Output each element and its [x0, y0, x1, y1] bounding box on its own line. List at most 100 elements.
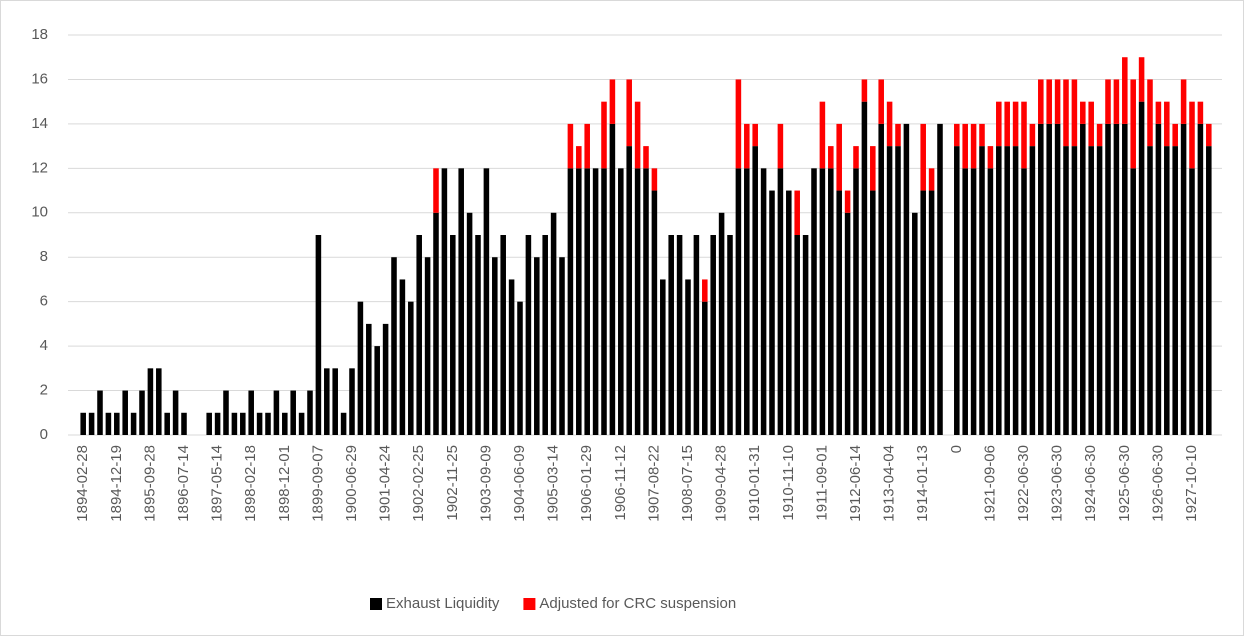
- bar-segment: [424, 257, 431, 435]
- bar-segment: [954, 123, 960, 147]
- y-tick-label: 8: [40, 248, 48, 265]
- x-tick-label: 1898-02-18: [242, 445, 259, 522]
- bar-segment: [206, 412, 212, 435]
- x-tick-label: 1923-06-30: [1049, 445, 1066, 522]
- bar-segment: [1054, 123, 1061, 435]
- bar-segment: [760, 168, 767, 436]
- bar-segment: [702, 279, 708, 302]
- legend-swatch: [523, 598, 536, 610]
- x-tick-label: 0: [948, 445, 965, 453]
- bar-segment: [1105, 79, 1111, 124]
- bar-segment: [475, 235, 481, 435]
- bar-segment: [769, 190, 775, 435]
- bar-segment: [88, 412, 95, 435]
- bar-segment: [626, 79, 632, 147]
- bar-segment: [1180, 123, 1187, 435]
- bar-segment: [979, 123, 985, 147]
- x-tick-label: 1927-10-10: [1183, 445, 1200, 522]
- bar-segment: [576, 168, 582, 436]
- bar-segment: [962, 123, 968, 169]
- x-tick-label: 1911-09-01: [813, 445, 830, 521]
- bar-segment: [811, 168, 817, 436]
- bar-segment: [1012, 146, 1019, 435]
- x-tick-label: 1906-01-29: [578, 445, 595, 522]
- bar-segment: [1004, 146, 1010, 435]
- bar-segment: [634, 168, 641, 436]
- bar-segment: [1096, 123, 1103, 147]
- bar-segment: [987, 146, 994, 169]
- bar-segment: [819, 168, 826, 436]
- bar-segment: [651, 168, 658, 191]
- x-tick-label: 1898-12-01: [276, 445, 293, 522]
- bar-segment: [987, 168, 994, 436]
- bar-segment: [408, 301, 414, 435]
- bar-segment: [1088, 146, 1094, 435]
- bar-segment: [1105, 123, 1111, 435]
- bar-segment: [265, 412, 271, 435]
- bar-segment: [886, 101, 893, 147]
- bar-segment: [1038, 123, 1044, 435]
- x-tick-label: 1924-06-30: [1082, 445, 1099, 522]
- bar-segment: [1155, 101, 1162, 124]
- bar-segment: [777, 168, 784, 436]
- y-tick-label: 18: [31, 26, 48, 43]
- bar-segment: [156, 368, 162, 435]
- bar-segment: [1155, 123, 1162, 435]
- bar-segment: [450, 235, 456, 435]
- bar-segment: [282, 412, 288, 435]
- bar-segment: [130, 412, 137, 435]
- x-tick-label: 1906-11-12: [612, 445, 629, 521]
- bar-segment: [844, 190, 851, 213]
- bar-segment: [1063, 79, 1069, 147]
- bar-segment: [643, 146, 649, 169]
- bar-segment: [836, 123, 842, 191]
- bar-segment: [542, 235, 548, 435]
- bar-segment: [601, 101, 607, 169]
- bar-segment: [1038, 79, 1044, 124]
- bar-segment: [861, 101, 868, 436]
- x-tick-label: 1897-05-14: [209, 445, 226, 522]
- bar-segment: [1071, 79, 1078, 147]
- x-tick-label: 1910-11-10: [780, 445, 797, 521]
- bar-segment: [1071, 146, 1078, 435]
- bar-segment: [1080, 101, 1086, 124]
- bar-segment: [1088, 101, 1094, 147]
- bar-segment: [1206, 123, 1212, 147]
- bar-segment: [870, 190, 876, 435]
- x-tick-label: 1895-09-28: [141, 445, 158, 522]
- bar-segment: [1172, 123, 1178, 147]
- bar-segment: [382, 323, 389, 435]
- bar-segment: [1004, 101, 1010, 147]
- bar-segment: [912, 212, 918, 435]
- bar-segment: [920, 190, 926, 435]
- bar-segment: [844, 212, 851, 435]
- bar-segment: [1046, 123, 1052, 435]
- y-tick-label: 0: [40, 426, 48, 443]
- bar-segment: [735, 168, 742, 436]
- bar-segment: [710, 235, 716, 435]
- bar-segment: [735, 79, 742, 169]
- bar-segment: [979, 146, 985, 435]
- bar-segment: [298, 412, 305, 435]
- bar-segment: [643, 168, 649, 436]
- x-tick-label: 1902-02-25: [410, 445, 427, 522]
- bar-segment: [609, 79, 616, 124]
- x-tick-label: 1894-02-28: [74, 445, 91, 522]
- bar-segment: [391, 257, 397, 435]
- bar-segment: [214, 412, 221, 435]
- bar-segment: [727, 235, 733, 435]
- x-tick-label: 1894-12-19: [108, 445, 125, 522]
- bar-segment: [550, 212, 557, 435]
- bar-segment: [248, 390, 254, 435]
- legend-label: Exhaust Liquidity: [386, 595, 500, 612]
- y-tick-label: 14: [31, 115, 48, 132]
- bar-segment: [534, 257, 540, 435]
- legend-label: Adjusted for CRC suspension: [539, 595, 736, 612]
- bar-segment: [777, 123, 784, 169]
- bar-segment: [744, 123, 750, 169]
- bar-segment: [1164, 101, 1170, 147]
- bar-segment: [828, 168, 834, 436]
- x-tick-label: 1922-06-30: [1015, 445, 1032, 522]
- bar-segment: [937, 123, 943, 435]
- bar-segment: [324, 368, 330, 435]
